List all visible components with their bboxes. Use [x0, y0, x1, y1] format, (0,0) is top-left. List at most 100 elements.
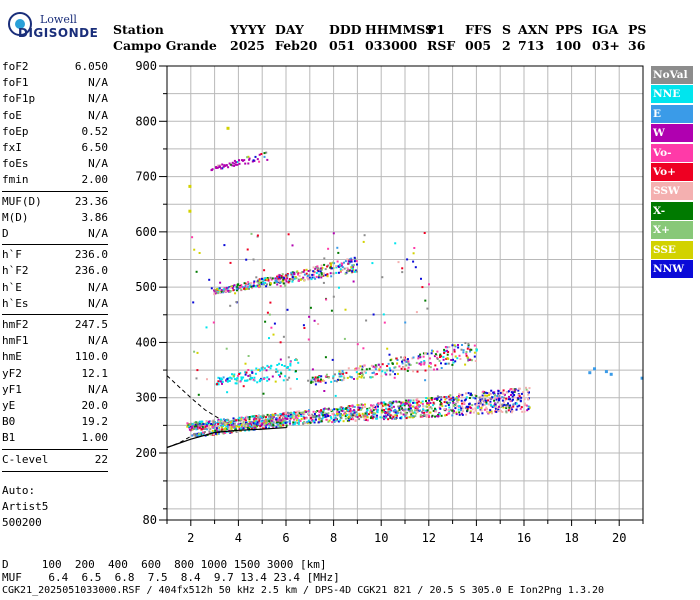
echo-point — [400, 416, 403, 419]
echo-point — [434, 353, 437, 356]
autoscaling-info: Auto: Artist5 500200 — [2, 484, 48, 532]
param-value: 236.0 — [74, 248, 108, 262]
echo-point — [459, 394, 462, 396]
echo-point — [346, 258, 349, 261]
echo-point — [339, 270, 342, 273]
echo-point — [228, 162, 231, 165]
echo-point — [250, 369, 253, 372]
echo-point — [440, 402, 443, 405]
echo-point — [325, 418, 328, 421]
echo-point — [266, 379, 269, 382]
echo-point — [369, 409, 372, 412]
echo-point — [477, 402, 480, 405]
echo-point — [385, 407, 388, 410]
header-label-station: Station — [113, 22, 164, 37]
echo-point — [233, 373, 236, 376]
echo-point — [289, 413, 292, 416]
echo-point — [400, 367, 403, 370]
param-value: N/A — [88, 334, 108, 348]
echo-point — [224, 164, 227, 167]
echo-point — [255, 276, 258, 279]
echo-point — [469, 348, 472, 351]
echo-point — [372, 409, 375, 412]
echo-point — [312, 410, 315, 413]
echo-point — [293, 418, 296, 421]
echo-point — [271, 425, 274, 428]
header-value-p1: RSF — [427, 38, 456, 53]
echo-point — [265, 278, 268, 281]
echo-point — [232, 374, 235, 377]
echo-point — [521, 410, 524, 413]
echo-point — [270, 421, 273, 424]
echo-point — [337, 420, 340, 423]
echo-point — [493, 397, 496, 400]
echo-point — [212, 433, 215, 436]
echo-point — [358, 414, 360, 417]
echo-point — [465, 392, 467, 395]
echo-point — [364, 403, 366, 406]
echo-point — [239, 286, 241, 288]
echo-point — [413, 247, 416, 249]
echo-point — [352, 418, 355, 421]
echo-point — [317, 421, 320, 424]
echo-point — [331, 261, 334, 264]
echo-point — [248, 418, 251, 421]
param-row: foEp 0.52 — [2, 125, 108, 141]
param-row: h`Es N/A — [2, 297, 108, 313]
echo-point — [416, 400, 419, 403]
echo-point — [593, 367, 596, 371]
echo-point — [438, 406, 441, 409]
echo-point — [390, 409, 393, 412]
echo-point — [462, 401, 465, 404]
echo-point — [355, 371, 358, 374]
echo-point — [518, 395, 521, 398]
echo-point — [355, 269, 357, 272]
echo-point — [199, 425, 202, 428]
echo-point — [428, 365, 430, 368]
echo-point — [327, 264, 330, 267]
echo-point — [272, 423, 275, 425]
echo-point — [420, 361, 423, 364]
echo-point — [332, 232, 335, 235]
echo-point — [308, 276, 311, 279]
echo-point — [451, 409, 454, 412]
echo-point — [255, 285, 257, 288]
echo-point — [293, 413, 296, 416]
echo-point — [210, 169, 213, 172]
echo-point — [434, 407, 436, 410]
echo-point — [228, 380, 231, 382]
echo-point — [396, 372, 399, 375]
echo-point — [440, 355, 443, 358]
param-value: N/A — [88, 227, 108, 240]
extrapolated-profile — [166, 375, 220, 420]
echo-point — [316, 376, 319, 379]
echo-point — [365, 410, 368, 413]
header-label-ddd: DDD — [329, 22, 362, 37]
echo-point — [383, 415, 386, 418]
echo-point — [330, 380, 333, 383]
x-tick-label: 10 — [374, 531, 388, 545]
echo-point — [428, 411, 431, 414]
echo-point — [387, 404, 390, 407]
echo-point — [401, 401, 404, 404]
echo-point — [324, 268, 327, 271]
echo-point — [353, 405, 356, 408]
echo-point — [294, 421, 297, 424]
echo-point — [366, 419, 369, 422]
echo-point — [366, 413, 368, 415]
echo-point — [238, 162, 241, 165]
echo-point — [443, 350, 446, 353]
param-value: 6.50 — [81, 141, 109, 154]
echo-point — [218, 420, 221, 423]
echo-point — [336, 260, 339, 263]
echo-point — [468, 403, 471, 406]
echo-point — [233, 422, 236, 425]
echo-point — [444, 362, 447, 365]
legend-entry: Vo+ — [651, 163, 693, 181]
echo-point — [469, 350, 472, 353]
echo-point — [202, 433, 205, 436]
echo-point — [217, 423, 220, 425]
echo-point — [399, 417, 402, 420]
echo-point — [223, 423, 226, 426]
echo-point — [299, 278, 302, 281]
